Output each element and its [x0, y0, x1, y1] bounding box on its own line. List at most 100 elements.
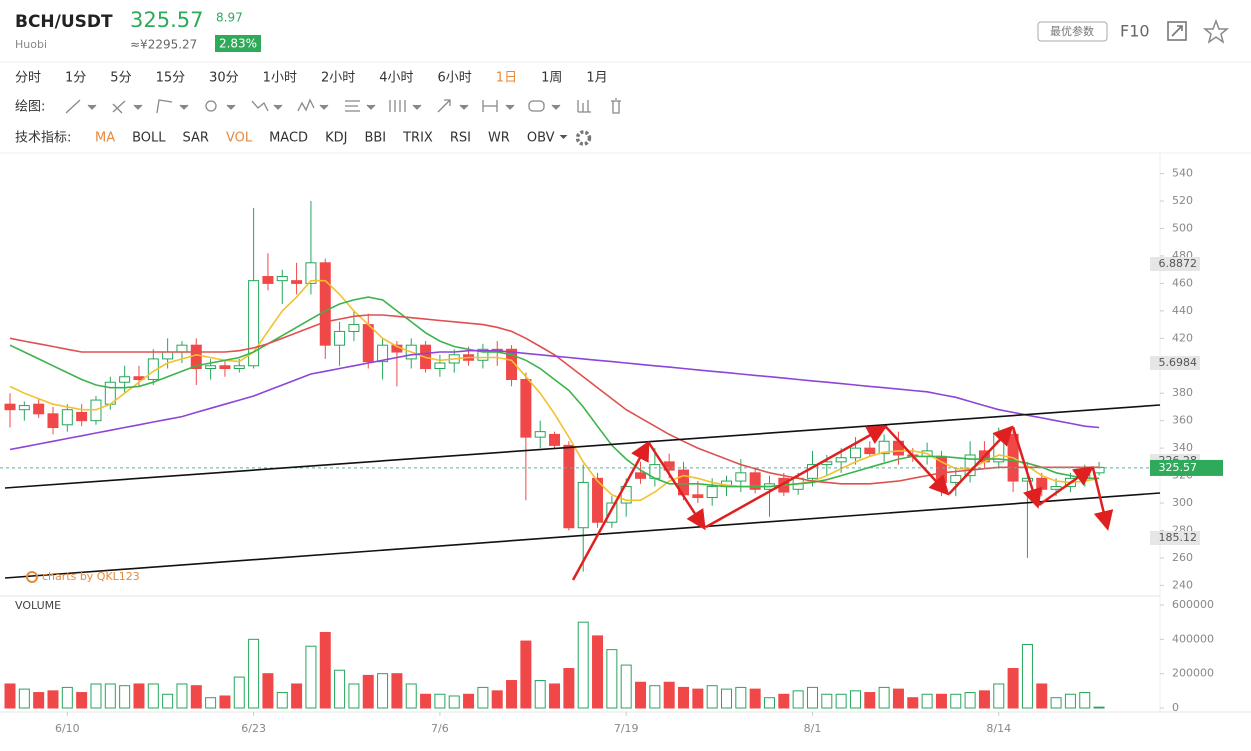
- change-pct: 2.83%: [219, 37, 257, 51]
- volume-bar: [362, 674, 374, 709]
- volume-bar: [964, 692, 976, 709]
- tab[interactable]: 1月: [586, 71, 607, 86]
- tab[interactable]: SAR: [183, 131, 209, 146]
- volume-bar: [420, 693, 432, 709]
- volume-bar: [921, 693, 933, 709]
- y-tick-label: 360: [1172, 414, 1193, 427]
- tab[interactable]: TRIX: [402, 131, 433, 146]
- y-tick-label: 500: [1172, 221, 1193, 234]
- volume-bar: [950, 693, 962, 709]
- drawing-tools[interactable]: [65, 98, 621, 114]
- y-tick-label: 540: [1172, 167, 1193, 180]
- expand-icon[interactable]: [1167, 21, 1187, 41]
- tab[interactable]: OBV: [527, 131, 555, 146]
- volume-bar: [635, 681, 647, 709]
- dropdown-caret[interactable]: [559, 135, 568, 139]
- tab[interactable]: 分时: [15, 71, 41, 86]
- y-tick-label: 380: [1172, 386, 1193, 399]
- volume-bar: [1093, 706, 1105, 709]
- candle-body: [176, 344, 188, 353]
- last-price-tag-bg: [1150, 459, 1223, 476]
- volume-bar: [792, 690, 804, 709]
- volume-bar: [706, 685, 718, 709]
- tab[interactable]: RSI: [450, 131, 471, 146]
- volume-bar: [305, 645, 317, 709]
- volume-bar: [90, 683, 102, 709]
- tab[interactable]: VOL: [226, 131, 253, 146]
- volume-bar: [778, 693, 790, 709]
- tab[interactable]: WR: [488, 131, 510, 146]
- y-tick-label: 340: [1172, 441, 1193, 454]
- volume-bar: [463, 693, 475, 709]
- params-label[interactable]: 最优参数: [1050, 24, 1094, 38]
- candle-body: [506, 348, 518, 380]
- tab[interactable]: 30分: [209, 71, 239, 86]
- price-tag: 6.8872: [1159, 257, 1198, 270]
- star-icon[interactable]: [1202, 18, 1230, 44]
- tab[interactable]: BBI: [364, 131, 386, 146]
- volume-bar: [993, 683, 1005, 709]
- settings-icon[interactable]: [575, 130, 592, 146]
- candle-body: [735, 472, 747, 482]
- volume-bar: [219, 695, 231, 709]
- candle-body: [577, 481, 589, 529]
- candle-body: [61, 409, 73, 426]
- tab[interactable]: 1分: [65, 71, 86, 86]
- volume-bar: [477, 686, 489, 709]
- change: 8.97: [216, 11, 243, 25]
- volume-bar: [835, 693, 847, 709]
- volume-bar: [520, 640, 532, 709]
- candle-body: [305, 262, 317, 284]
- candle-body: [620, 486, 632, 504]
- tab[interactable]: MACD: [269, 131, 308, 146]
- volume-bar: [233, 676, 245, 709]
- candle-body: [76, 411, 88, 422]
- tab[interactable]: 4小时: [379, 71, 413, 86]
- x-tick-label: 6/23: [241, 722, 266, 735]
- volume-bar: [907, 697, 919, 709]
- volume-bar: [549, 683, 561, 709]
- candle-body: [549, 433, 561, 446]
- volume-bar: [291, 683, 303, 709]
- tab[interactable]: 6小时: [438, 71, 472, 86]
- tab[interactable]: 15分: [156, 71, 186, 86]
- f10[interactable]: F10: [1120, 22, 1150, 41]
- ma-line: [9, 349, 1100, 451]
- tab[interactable]: 1周: [541, 71, 562, 86]
- candle-body: [377, 344, 389, 363]
- x-tick-label: 8/14: [986, 722, 1011, 735]
- tab[interactable]: KDJ: [325, 131, 347, 146]
- candle-body: [563, 444, 575, 529]
- volume-bar: [1007, 668, 1019, 709]
- exchange: Huobi: [15, 38, 47, 51]
- volume-bar: [47, 690, 59, 709]
- volume-tick-label: 600000: [1172, 598, 1214, 611]
- volume-bar: [190, 685, 202, 709]
- candle-body: [291, 280, 303, 284]
- volume-bar: [377, 673, 389, 709]
- y-tick-label: 300: [1172, 496, 1193, 509]
- tab[interactable]: BOLL: [132, 131, 166, 146]
- tab[interactable]: MA: [95, 131, 115, 146]
- volume-bar: [721, 688, 732, 709]
- volume-bar: [1050, 697, 1062, 709]
- cny-price: ≈¥2295.27: [130, 38, 197, 52]
- params-button[interactable]: [1037, 21, 1108, 42]
- price-tag: 185.12: [1159, 531, 1198, 544]
- tab[interactable]: 1小时: [263, 71, 297, 86]
- candle-body: [262, 276, 274, 284]
- candle-body: [434, 362, 446, 370]
- wave-arrows: [571, 425, 1114, 581]
- volume-title: VOLUME: [15, 599, 61, 612]
- volume-bar: [620, 664, 632, 709]
- volume-bar: [692, 688, 704, 709]
- volume-bar: [849, 690, 861, 709]
- tab[interactable]: 5分: [110, 71, 131, 86]
- candle-body: [276, 276, 288, 282]
- tab[interactable]: 2小时: [321, 71, 355, 86]
- volume-bar: [763, 697, 775, 709]
- tab[interactable]: 1日: [496, 71, 517, 86]
- y-tick-label: 460: [1172, 276, 1193, 289]
- volume-bar: [405, 683, 417, 709]
